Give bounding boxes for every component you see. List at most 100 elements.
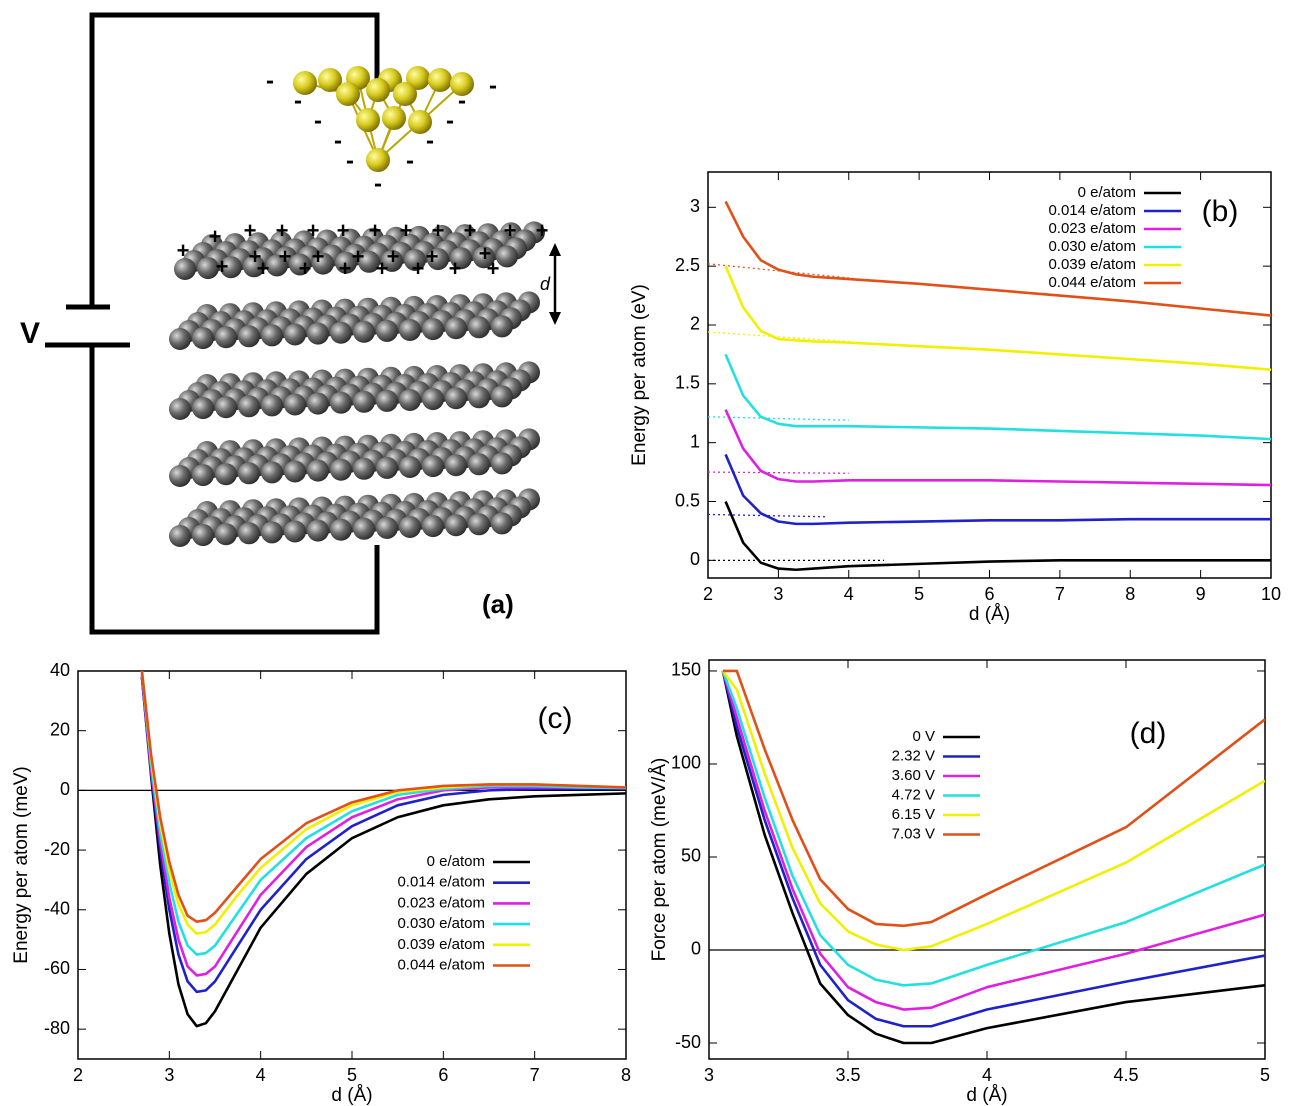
negative-charge: - bbox=[314, 107, 322, 134]
legend-label: 0 e/atom bbox=[427, 853, 485, 870]
carbon-atom bbox=[353, 390, 375, 413]
carbon-atom bbox=[307, 322, 329, 345]
legend-label: 0.014 e/atom bbox=[1048, 202, 1136, 219]
carbon-atom bbox=[192, 327, 214, 350]
carbon-atom bbox=[215, 396, 237, 419]
gold-atom bbox=[366, 148, 390, 172]
carbon-atom bbox=[174, 258, 196, 280]
legend-label: 0.023 e/atom bbox=[1048, 220, 1136, 237]
carbon-atom bbox=[238, 325, 260, 348]
data-line bbox=[140, 673, 626, 977]
carbon-atom bbox=[399, 389, 421, 411]
data-line bbox=[721, 670, 1265, 1028]
data-line bbox=[721, 670, 1265, 952]
carbon-atom bbox=[192, 524, 214, 547]
carbon-atom bbox=[468, 316, 490, 339]
graphite-layers bbox=[169, 221, 545, 547]
carbon-atom bbox=[192, 397, 214, 420]
charges: ++ + + + + + + + + + ++ ++ + + + + + ++ + + +++----------- bbox=[177, 67, 549, 280]
positive-charge: + bbox=[209, 224, 222, 249]
carbon-atom bbox=[330, 458, 352, 481]
positive-charge: + bbox=[249, 244, 262, 269]
carbon-atom bbox=[376, 389, 398, 412]
x-tick-label: 5 bbox=[347, 1065, 357, 1085]
carbon-atom bbox=[445, 514, 467, 537]
gold-atom bbox=[366, 78, 390, 102]
carbon-atom bbox=[169, 398, 191, 420]
positive-charge: + bbox=[432, 218, 445, 243]
data-line bbox=[721, 670, 1265, 987]
gold-atom bbox=[382, 106, 406, 130]
carbon-atom bbox=[491, 385, 513, 408]
y-tick-label: 0 bbox=[60, 779, 70, 799]
positive-charge: + bbox=[177, 238, 190, 263]
positive-charge: + bbox=[339, 256, 352, 281]
gold-atom bbox=[406, 66, 430, 90]
legend-label: 0.023 e/atom bbox=[397, 894, 485, 911]
x-tick-label: 8 bbox=[621, 1065, 631, 1085]
carbon-atom bbox=[496, 245, 518, 268]
carbon-atom bbox=[491, 315, 513, 338]
positive-charge: + bbox=[426, 244, 439, 269]
gold-atom bbox=[336, 82, 360, 106]
y-axis-title: Force per atom (meV/Å) bbox=[649, 758, 670, 962]
positive-charge: + bbox=[449, 256, 462, 281]
data-line bbox=[724, 353, 1271, 441]
y-axis-title: Energy per atom (meV) bbox=[11, 766, 32, 963]
reference-line bbox=[708, 416, 849, 421]
x-tick-label: 9 bbox=[1196, 584, 1206, 604]
x-tick-label: 6 bbox=[984, 584, 994, 604]
x-tick-label: 3 bbox=[773, 584, 783, 604]
y-axis-title: Energy per atom (eV) bbox=[629, 284, 650, 466]
data-line bbox=[140, 671, 626, 924]
carbon-atom bbox=[445, 454, 467, 477]
carbon-atom bbox=[445, 317, 467, 340]
carbon-atom bbox=[307, 392, 329, 415]
y-tick-label: 100 bbox=[671, 753, 701, 773]
gold-atom bbox=[293, 71, 317, 95]
positive-charge: + bbox=[412, 256, 425, 281]
legend-label: 0.044 e/atom bbox=[397, 956, 485, 973]
x-axis-title: d (Å) bbox=[966, 1085, 1007, 1106]
plot-frame bbox=[707, 171, 1272, 579]
positive-charge: + bbox=[257, 256, 270, 281]
y-tick-label: -40 bbox=[44, 899, 70, 919]
y-tick-label: 1 bbox=[690, 431, 700, 451]
carbon-atom bbox=[169, 525, 191, 547]
x-tick-label: 5 bbox=[914, 584, 924, 604]
carbon-atom bbox=[238, 462, 260, 485]
data-line bbox=[721, 670, 1265, 1045]
x-tick-label: 7 bbox=[530, 1065, 540, 1085]
positive-charge: + bbox=[400, 218, 413, 243]
panel-label: (d) bbox=[1130, 717, 1167, 750]
carbon-atom bbox=[468, 453, 490, 476]
x-tick-label: 4 bbox=[982, 1065, 992, 1085]
carbon-atom bbox=[284, 323, 306, 346]
wire-bottom bbox=[89, 345, 380, 635]
y-tick-label: 2 bbox=[690, 314, 700, 334]
carbon-atom bbox=[399, 516, 421, 538]
carbon-atom bbox=[422, 388, 444, 411]
data-line bbox=[140, 676, 626, 994]
carbon-atom bbox=[261, 461, 283, 484]
data-line bbox=[724, 500, 1271, 572]
data-line bbox=[724, 409, 1271, 487]
carbon-atom bbox=[243, 255, 265, 278]
legend-label: 0.014 e/atom bbox=[397, 874, 485, 891]
carbon-atom bbox=[220, 256, 242, 279]
chart-panel: 3 3.5 4 4.5 5 -50 0 50 100 150 0 V 2.32 V 3.60 V 4.72… bbox=[649, 659, 1270, 1106]
y-tick-label: 20 bbox=[50, 719, 70, 739]
carbon-atom bbox=[192, 464, 214, 487]
carbon-atom bbox=[491, 512, 513, 535]
reference-line bbox=[708, 331, 849, 343]
y-tick-label: 0.5 bbox=[675, 490, 700, 510]
positive-charge: + bbox=[504, 218, 517, 243]
x-axis-title: d (Å) bbox=[969, 604, 1010, 625]
carbon-atom bbox=[381, 249, 403, 272]
positive-charge: + bbox=[464, 218, 477, 243]
carbon-atom bbox=[376, 456, 398, 479]
carbon-atom bbox=[215, 523, 237, 546]
gold-atom bbox=[428, 68, 452, 92]
carbon-atom bbox=[197, 257, 219, 280]
panel-label: (c) bbox=[538, 702, 573, 735]
